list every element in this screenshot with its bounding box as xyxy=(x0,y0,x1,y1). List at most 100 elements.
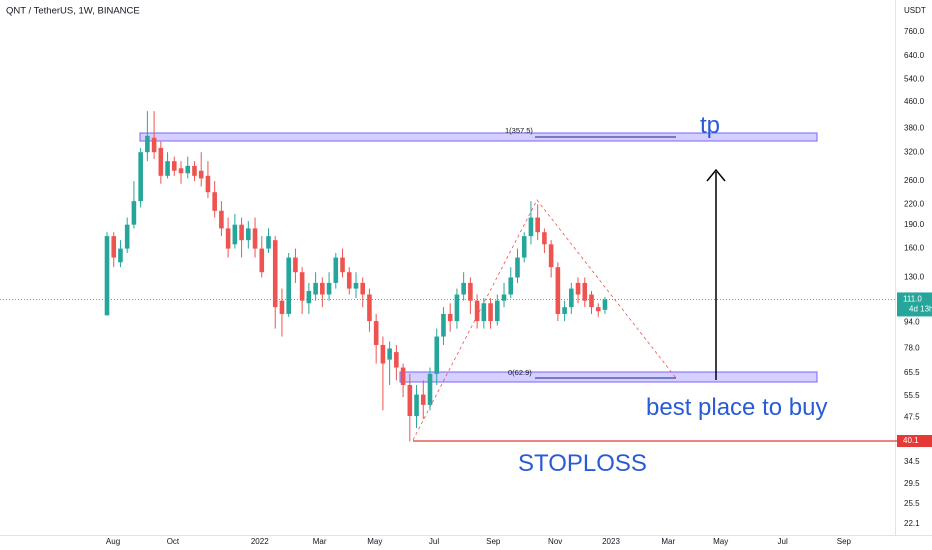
candle-body xyxy=(138,152,143,202)
chart-title: QNT / TetherUS, 1W, BINANCE xyxy=(6,6,140,17)
last-price-label: 111.0 xyxy=(903,295,922,304)
candle-body xyxy=(562,307,567,314)
fib-label: 1(357.5) xyxy=(505,126,533,135)
candle-body xyxy=(454,294,460,322)
pattern-lines xyxy=(412,199,677,441)
candle-body xyxy=(427,373,433,405)
candle-body xyxy=(569,288,574,308)
y-tick-label: 260.0 xyxy=(904,176,925,185)
candle-body xyxy=(346,272,352,289)
y-tick-label: 29.5 xyxy=(904,479,920,488)
x-tick-label: Aug xyxy=(106,537,120,546)
candle-body xyxy=(447,313,453,322)
x-tick-label: Jul xyxy=(778,537,788,546)
candle-body xyxy=(494,300,500,322)
candle-body xyxy=(252,228,258,249)
candle-body xyxy=(165,161,170,176)
y-tick-label: 22.1 xyxy=(904,519,920,528)
y-tick-label: 220.0 xyxy=(904,199,925,208)
stoploss-price-label: 40.1 xyxy=(903,436,919,445)
candle-body xyxy=(306,290,312,304)
candle-body xyxy=(367,294,372,322)
y-tick-label: 94.0 xyxy=(904,318,920,327)
x-tick-label: Nov xyxy=(548,537,562,546)
candle-body xyxy=(313,282,318,295)
y-tick-label: 320.0 xyxy=(904,147,925,156)
candle-body xyxy=(474,300,480,322)
candle-body xyxy=(595,307,601,312)
last-price-box xyxy=(897,292,932,317)
buy-zone xyxy=(399,371,818,383)
candle-body xyxy=(548,244,554,268)
stoploss-label: STOPLOSS xyxy=(518,450,647,477)
x-tick-label: Jul xyxy=(429,537,439,546)
x-tick-label: 2022 xyxy=(251,537,269,546)
candle-body xyxy=(192,165,197,176)
candle-body xyxy=(420,394,426,405)
candle-body xyxy=(239,224,244,241)
x-tick-label: May xyxy=(713,537,728,546)
candle-body xyxy=(353,282,359,289)
candle-body xyxy=(373,321,379,345)
x-tick-label: 2023 xyxy=(602,537,620,546)
candle-body xyxy=(468,282,473,301)
candle-body xyxy=(508,277,514,295)
candle-body xyxy=(441,313,446,337)
candle-body xyxy=(259,248,265,273)
candle-body xyxy=(212,192,217,211)
candle-body xyxy=(320,282,325,295)
candle-body xyxy=(111,236,117,258)
candle-body xyxy=(124,224,130,249)
candle-body xyxy=(326,282,332,295)
fib-label: 0(62.9) xyxy=(508,368,532,377)
arrow-head xyxy=(706,168,726,182)
candle-body xyxy=(387,348,392,360)
candle-body xyxy=(380,344,386,364)
y-tick-label: 160.0 xyxy=(904,244,925,253)
y-tick-label: 65.5 xyxy=(904,368,920,377)
candle-body xyxy=(246,228,251,241)
y-tick-label: 540.0 xyxy=(904,75,925,84)
candle-body xyxy=(198,170,204,179)
candle-body xyxy=(118,248,123,263)
candle-body xyxy=(178,168,184,174)
candle-body xyxy=(501,294,507,301)
y-tick-label: 130.0 xyxy=(904,273,925,282)
candle-body xyxy=(158,147,164,176)
candle-body xyxy=(434,336,440,374)
candle-body xyxy=(589,294,594,308)
candle-body xyxy=(488,303,493,322)
candle-body xyxy=(266,236,271,249)
candle-body xyxy=(542,232,547,245)
candle-body xyxy=(360,282,366,295)
candle-body xyxy=(225,228,231,249)
buy-label: best place to buy xyxy=(646,394,827,421)
candle-body xyxy=(286,257,291,314)
candle-body xyxy=(521,236,527,258)
candle-body xyxy=(340,257,345,273)
y-tick-label: 78.0 xyxy=(904,344,920,353)
candle-body xyxy=(528,217,534,237)
candle-body xyxy=(407,384,413,417)
y-tick-label: 460.0 xyxy=(904,97,925,106)
x-tick-label: Sep xyxy=(837,537,852,546)
candle-body xyxy=(461,282,466,295)
candle-body xyxy=(293,257,298,273)
candle-body xyxy=(582,282,588,301)
candle-body xyxy=(515,257,520,278)
x-tick-label: Mar xyxy=(661,537,675,546)
candle-body xyxy=(185,165,191,174)
candle-body xyxy=(602,299,608,310)
candle-body xyxy=(333,257,339,283)
candle-body xyxy=(272,240,278,308)
candle-body xyxy=(131,201,137,225)
candle-body xyxy=(400,367,406,385)
candle-body xyxy=(151,137,157,153)
countdown: 4d 13h xyxy=(909,305,932,314)
candle-body xyxy=(205,175,211,193)
y-unit: USDT xyxy=(904,6,926,15)
candle-body xyxy=(232,224,238,245)
y-tick-label: 190.0 xyxy=(904,220,925,229)
